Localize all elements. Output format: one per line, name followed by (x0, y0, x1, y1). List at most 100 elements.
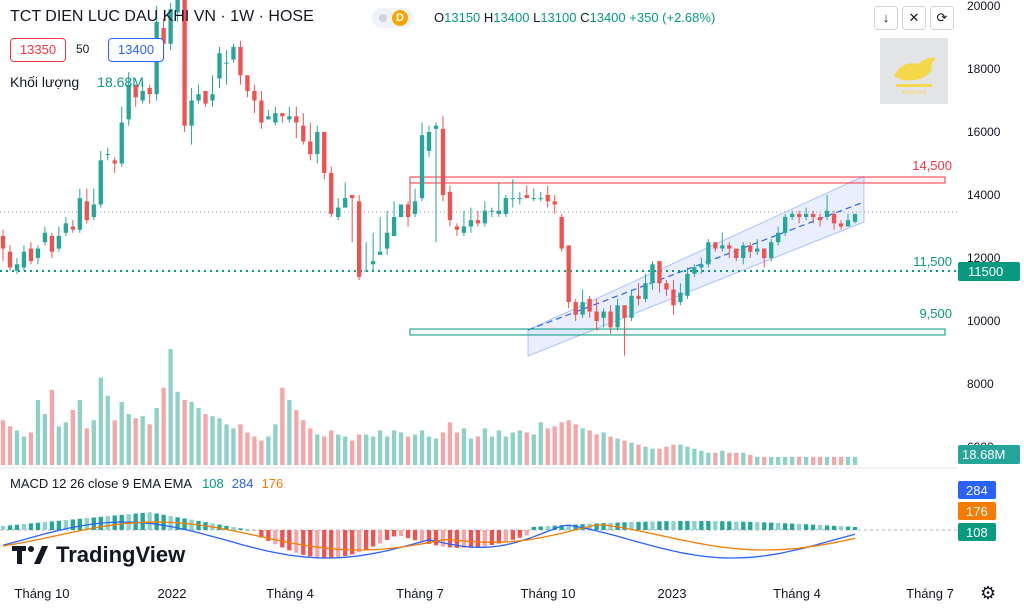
volume-bar (63, 422, 69, 465)
x-tick-label: Tháng 10 (521, 586, 576, 601)
volume-bar (21, 436, 27, 465)
volume-bar (203, 414, 208, 465)
macd-histogram-bar (489, 530, 495, 546)
tradingview-logo-icon[interactable] (12, 544, 52, 566)
candle-body (524, 195, 529, 199)
y-tick-label: 20000 (967, 0, 1001, 13)
candle-body (7, 251, 13, 268)
macd-histogram-bar (343, 530, 348, 557)
candle-body (559, 217, 564, 249)
macd-histogram-bar (426, 530, 432, 544)
macd-histogram-bar (70, 519, 76, 530)
macd-axis-badge: 284 (966, 483, 988, 498)
macd-histogram-bar (322, 530, 327, 558)
candle-body (315, 132, 320, 155)
open-label: O (434, 10, 445, 25)
close-label: C (580, 10, 590, 25)
candle-body (398, 204, 404, 218)
y-tick-label: 10000 (967, 314, 1001, 328)
macd-histogram-bar (14, 524, 20, 530)
macd-histogram-bar (810, 524, 816, 530)
macd-histogram-bar (769, 522, 774, 530)
symbol-title[interactable]: TCT DIEN LUC DAU KHI VN · 1W · HOSE (10, 8, 314, 25)
macd-histogram-bar (664, 521, 669, 530)
candle-body (384, 232, 390, 249)
volume-bar (210, 416, 215, 465)
volume-bar (461, 428, 467, 465)
open-value: 13150 (444, 10, 481, 25)
candle-body (280, 113, 285, 117)
buy-price-box[interactable]: 13400 (108, 38, 164, 62)
volume-bar (175, 391, 180, 465)
volume-bar (189, 401, 194, 465)
volume-bar (810, 456, 816, 465)
macd-histogram-bar (419, 530, 425, 543)
volume-bar (845, 456, 851, 465)
volume-bar (224, 424, 229, 465)
macd-histogram-bar (496, 530, 502, 544)
macd-histogram-bar (776, 522, 781, 530)
macd-legend: MACD 12 26 close 9 EMA EMA 108 284 176 (10, 476, 283, 491)
candle-body (49, 235, 55, 252)
ohlc-readout: O13150 H13400 L13100 C13400 +350 (+2.68%… (434, 10, 715, 25)
macd-histogram-bar (657, 521, 662, 530)
macd-histogram-bar (217, 524, 222, 530)
volume-bar (796, 456, 802, 465)
candle-body (217, 53, 222, 79)
volume-bar (503, 436, 508, 465)
volume-bar (489, 436, 495, 465)
macd-histogram-bar (7, 525, 13, 530)
candle-body (496, 210, 502, 214)
macd-histogram-bar (77, 518, 82, 530)
volume-bar (350, 440, 355, 465)
data-status-pill[interactable]: D (372, 8, 414, 28)
macd-histogram-bar (685, 521, 690, 530)
close-value: 13400 (589, 10, 626, 25)
candle-body (789, 213, 795, 218)
macd-histogram-bar (266, 530, 271, 541)
macd-histogram-bar (524, 530, 529, 536)
candle-body (671, 289, 676, 306)
macd-histogram-bar (482, 530, 488, 547)
candle-body (692, 267, 697, 274)
candle-body (98, 160, 103, 205)
candle-body (210, 94, 215, 101)
candle-body (21, 251, 27, 268)
macd-label: MACD 12 26 close 9 EMA EMA (10, 476, 193, 491)
sell-price-box[interactable]: 13350 (10, 38, 66, 62)
volume-bar (266, 436, 271, 465)
macd-axis-badge-bg (958, 481, 996, 499)
candle-body (350, 195, 355, 199)
candle-body (580, 302, 585, 315)
macd-histogram-bar (63, 520, 69, 530)
tradingview-brand[interactable]: TradingView (56, 542, 186, 567)
bull-shape (894, 57, 936, 81)
macd-histogram-bar (552, 525, 557, 530)
volume-bar (447, 422, 453, 465)
candle-body (629, 295, 634, 318)
macd-histogram-bar (440, 530, 446, 547)
collapse-down-icon[interactable]: ↓ (874, 6, 898, 30)
volume-bar (552, 426, 557, 465)
volume-bar (580, 428, 585, 465)
candle-body (608, 311, 613, 328)
volume-bar (308, 428, 313, 465)
volume-bar (776, 456, 781, 465)
candle-body (713, 242, 718, 249)
volume-bar (817, 456, 823, 465)
macd-histogram-bar (601, 523, 606, 530)
settings-gear-icon[interactable]: ⚙ (980, 583, 997, 603)
high-label: H (483, 10, 494, 25)
candle-body (105, 154, 110, 156)
volume-bar (384, 436, 390, 465)
candle-body (685, 273, 690, 296)
candle-body (42, 232, 48, 243)
snapshot-icon[interactable]: ⟳ (930, 6, 954, 30)
candle-body (70, 226, 76, 230)
volume-bar (245, 432, 250, 465)
volume-bar (559, 422, 564, 465)
volume-bar (545, 428, 550, 465)
fullscreen-icon[interactable]: ✕ (902, 6, 926, 30)
macd-histogram-bar (433, 530, 439, 546)
